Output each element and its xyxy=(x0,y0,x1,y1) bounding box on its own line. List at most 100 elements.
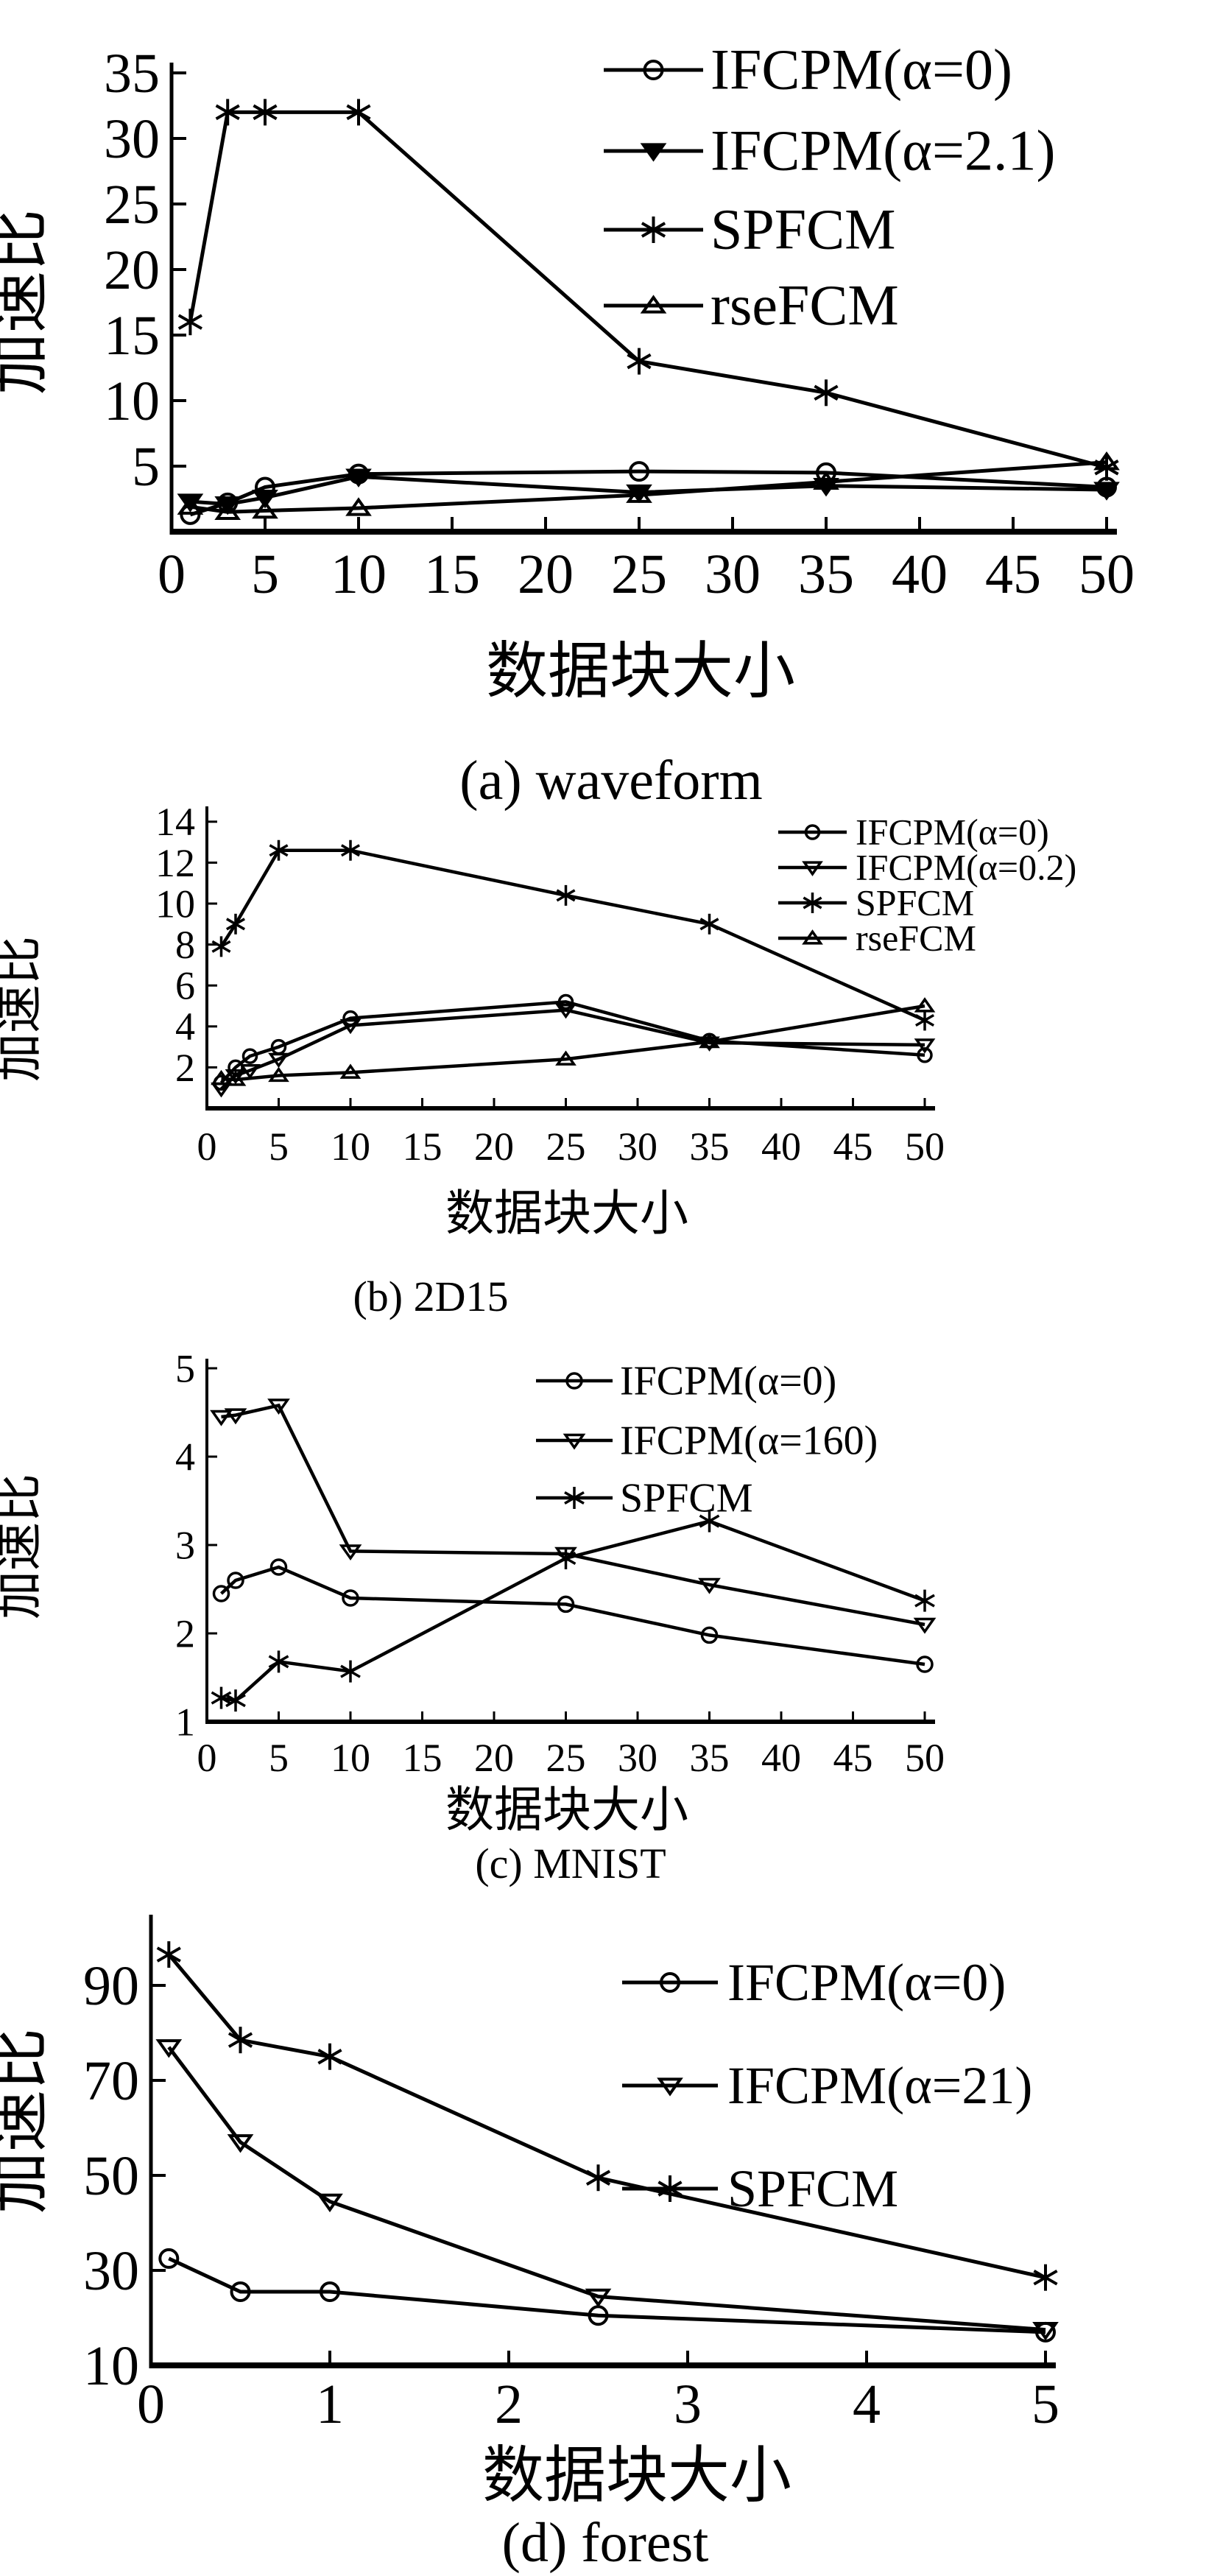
chart-b-series-rsefcm-marker xyxy=(914,997,936,1013)
chart-c-x-tick-label: 40 xyxy=(761,1736,801,1780)
chart-c-y-tick-label: 4 xyxy=(175,1435,195,1479)
chart-c-x-axis-label: 数据块大小 xyxy=(445,1784,688,1837)
chart-a-series-rsefcm-marker xyxy=(1093,451,1120,471)
chart-c-legend-item-ifcpm-160-marker xyxy=(563,1433,586,1450)
chart-c-y-axis-label: 加速比 xyxy=(0,1474,46,1619)
chart-c-series-ifcpm-160-marker xyxy=(913,1617,937,1634)
chart-b-series-rsefcm-line xyxy=(221,1004,925,1082)
chart-b-legend-item-ifcpm-0-marker xyxy=(804,824,821,840)
chart-b-series-rsefcm-marker xyxy=(555,1050,576,1066)
chart-b-series-rsefcm-marker xyxy=(268,1066,289,1083)
chart-a-x-tick-label: 10 xyxy=(331,543,387,605)
chart-b-series-spfcm-marker xyxy=(699,918,719,931)
chart-c-x-tick-label: 10 xyxy=(331,1736,370,1780)
chart-c-x-tick-label: 15 xyxy=(403,1736,442,1780)
chart-a-series-ifcpm-2-1-marker xyxy=(345,468,372,488)
chart-b-x-tick-label: 5 xyxy=(269,1125,289,1169)
chart-b-x-axis-label: 数据块大小 xyxy=(445,1187,688,1241)
chart-b-series-ifcpm-0-2-marker xyxy=(914,1038,936,1054)
chart-d-x-tick-label: 1 xyxy=(316,2373,344,2435)
chart-c-y-tick-label: 5 xyxy=(175,1346,195,1390)
chart-c-series-spfcm-marker xyxy=(340,1664,361,1678)
chart-a-y-tick-label: 35 xyxy=(104,43,160,105)
chart-d-series-ifcpm-0-marker xyxy=(230,2281,251,2303)
chart-b-x-tick-label: 50 xyxy=(905,1125,945,1169)
chart-d-series-ifcpm-21-marker xyxy=(155,2039,183,2058)
chart-a-series-rsefcm-marker xyxy=(626,484,652,503)
chart-d-x-tick-label: 2 xyxy=(495,2373,523,2435)
chart-d-series-ifcpm-0-marker xyxy=(158,2248,180,2269)
chart-d-legend-item-ifcpm-21-label: IFCPM(α=21) xyxy=(727,2056,1032,2115)
chart-b-series-ifcpm-0-2-marker xyxy=(555,1003,576,1019)
chart-b-series-ifcpm-0-2-marker xyxy=(339,1018,362,1035)
chart-b-series-ifcpm-0-2-marker xyxy=(268,1052,289,1069)
chart-d-series-ifcpm-0-marker xyxy=(320,2281,340,2303)
chart-c-series-ifcpm-160-line xyxy=(221,1403,925,1627)
chart-a-x-tick-label: 30 xyxy=(705,543,761,605)
chart-c-y-tick-label: 3 xyxy=(175,1523,195,1567)
chart-d-legend-item-spfcm-label: SPFCM xyxy=(727,2159,898,2218)
chart-b-series-ifcpm-0-line xyxy=(219,1000,925,1084)
chart-d-series-ifcpm-21-marker xyxy=(317,2193,343,2213)
chart-d-series-ifcpm-21-marker xyxy=(227,2134,254,2153)
chart-c-x-tick-label: 0 xyxy=(197,1736,217,1780)
chart-c-x-tick-label: 45 xyxy=(833,1736,873,1780)
chart-a-x-axis-label: 数据块大小 xyxy=(486,638,795,706)
chart-d-series-ifcpm-0-line xyxy=(168,2256,1046,2334)
chart-a-series-rsefcm-marker xyxy=(177,496,204,515)
chart-b-x-tick-label: 35 xyxy=(690,1125,730,1169)
chart-a-legend-item-ifcpm-0-marker xyxy=(643,60,664,80)
chart-b-x-tick-label: 40 xyxy=(761,1125,801,1169)
chart-b-y-tick-label: 6 xyxy=(175,964,195,1008)
chart-c-series-ifcpm-0-marker xyxy=(342,1589,359,1607)
chart-c-caption: (c) MNIST xyxy=(475,1840,666,1887)
chart-b-series-rsefcm-marker xyxy=(699,1032,720,1049)
chart-a-series-rsefcm-line xyxy=(190,460,1107,514)
chart-c-series-ifcpm-160-marker xyxy=(224,1408,247,1425)
chart-c-y-tick-label: 1 xyxy=(175,1700,195,1744)
chart-b-legend-item-ifcpm-0-2-marker xyxy=(802,861,823,876)
chart-b-x-tick-label: 20 xyxy=(474,1125,514,1169)
chart-c-legend-item-ifcpm-160-label: IFCPM(α=160) xyxy=(620,1418,878,1463)
chart-b-series-ifcpm-0-marker xyxy=(241,1048,258,1064)
chart-c-x-tick-label: 30 xyxy=(618,1736,657,1780)
chart-c-x-tick-label: 50 xyxy=(905,1736,945,1780)
chart-b-y-tick-label: 4 xyxy=(175,1004,195,1049)
chart-c-legend-item-spfcm-label: SPFCM xyxy=(620,1475,753,1521)
chart-a-y-tick-label: 20 xyxy=(104,239,160,301)
chart-a-series-ifcpm-2-1-marker xyxy=(252,490,278,509)
chart-d-legend-item-spfcm-marker xyxy=(657,2181,683,2197)
chart-c-legend-item-spfcm-marker xyxy=(564,1491,585,1505)
chart-b-y-tick-label: 10 xyxy=(155,881,195,926)
chart-d-legend-item-ifcpm-0-label: IFCPM(α=0) xyxy=(727,1953,1006,2012)
chart-b-series-rsefcm-marker xyxy=(339,1063,362,1079)
chart-a-y-tick-label: 30 xyxy=(104,108,160,170)
chart-b-caption: (b) 2D15 xyxy=(353,1273,508,1320)
chart-c-series-ifcpm-160-marker xyxy=(339,1544,362,1561)
chart-d-x-axis-label: 数据块大小 xyxy=(482,2442,791,2510)
chart-a-series-rsefcm-marker xyxy=(345,497,372,516)
chart-c-legend-item-ifcpm-0-marker xyxy=(565,1372,583,1390)
chart-c-series-spfcm-marker xyxy=(914,1594,935,1608)
chart-b-x-tick-label: 10 xyxy=(331,1125,370,1169)
chart-d-x-tick-label: 5 xyxy=(1032,2373,1059,2435)
chart-b-legend-item-ifcpm-0-2-label: IFCPM(α=0.2) xyxy=(856,847,1076,888)
chart-b-x-tick-label: 45 xyxy=(833,1125,873,1169)
chart-b-series-spfcm-marker xyxy=(226,918,245,931)
chart-d-x-tick-label: 3 xyxy=(674,2373,702,2435)
chart-b-y-axis-label: 加速比 xyxy=(0,936,46,1082)
chart-c-y-tick-label: 2 xyxy=(175,1611,195,1655)
chart-c-legend-item-ifcpm-0-label: IFCPM(α=0) xyxy=(620,1358,836,1404)
chart-b-x-tick-label: 25 xyxy=(546,1125,586,1169)
chart-d-y-tick-label: 10 xyxy=(83,2335,139,2397)
chart-d-y-tick-label: 90 xyxy=(83,1955,139,2017)
chart-a-series-spfcm-marker xyxy=(814,384,839,401)
chart-b-y-tick-label: 2 xyxy=(175,1046,195,1090)
chart-c-series-ifcpm-0-line xyxy=(219,1565,925,1667)
chart-c-series-ifcpm-0-marker xyxy=(269,1558,288,1576)
chart-c-series-ifcpm-0-marker xyxy=(916,1655,934,1673)
chart-a-series-spfcm-marker xyxy=(253,104,278,121)
chart-c-series-spfcm-marker xyxy=(211,1691,232,1705)
